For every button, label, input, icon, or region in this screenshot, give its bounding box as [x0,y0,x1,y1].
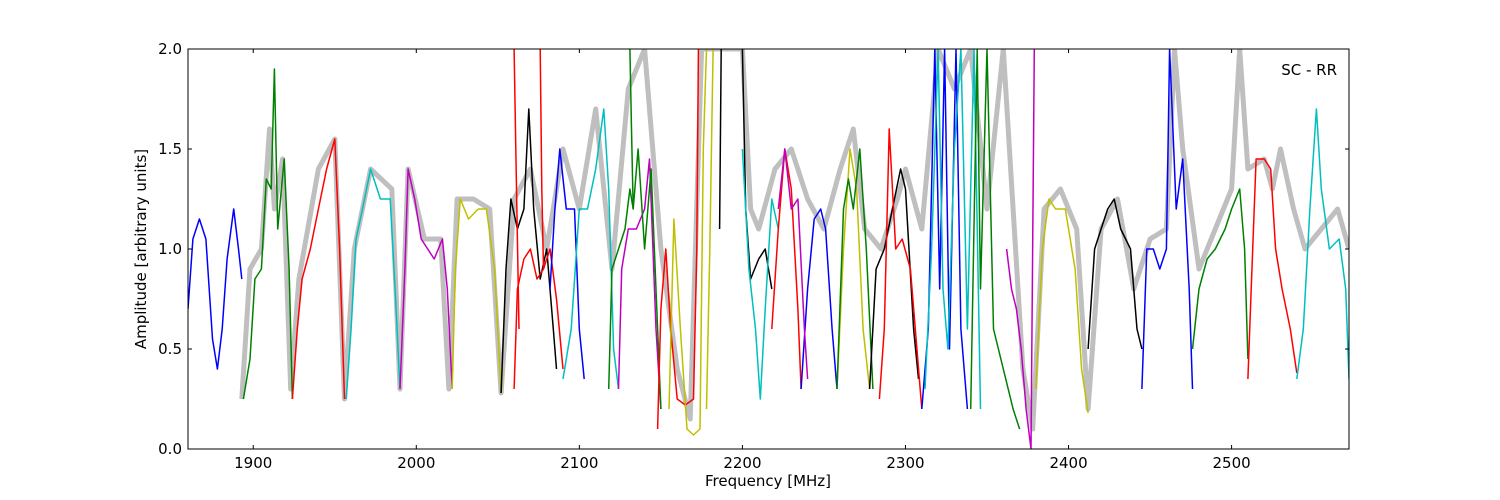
series-line-38 [1296,108,1349,380]
series-line-23 [800,208,838,390]
x-axis-label: Frequency [MHz] [705,472,831,490]
series-line-15 [629,49,634,210]
series-line-27 [868,168,920,390]
x-tick-label: 1900 [234,454,272,472]
series-line-34 [1087,198,1143,350]
series-line-7 [500,108,558,394]
series-line-30 [924,49,982,410]
series-line-16 [656,49,700,430]
series-line-13 [617,158,662,410]
series-line-17 [668,49,708,436]
series-line-36 [1191,188,1249,360]
series-line-28 [878,128,923,410]
x-tick-label: 2500 [1213,454,1251,472]
x-tick-label: 2200 [723,454,761,472]
series-line-5 [399,168,453,390]
annotation-label: SC - RR [1281,61,1337,79]
series-line-3 [291,138,346,400]
series-line-10 [539,49,545,270]
series-line-35 [1141,49,1194,390]
series-line-24 [777,148,809,380]
plot-area [188,49,1349,449]
series-line-8 [513,248,564,390]
y-axis-label: Amplitude [arbitrary units] [132,149,150,349]
series-line-20 [741,49,773,290]
y-tick-label: 1.5 [158,140,182,158]
y-tick-label: 0.5 [158,340,182,358]
series-line-21 [741,148,780,400]
y-tick-label: 1.0 [158,240,182,258]
series-line-6 [451,198,502,394]
series-line-31 [969,49,1021,430]
series-line-19 [718,49,722,230]
series-line-32 [1005,49,1036,449]
series-line-29 [921,49,969,410]
series-line-2 [242,68,294,400]
series-line-33 [1035,198,1089,414]
y-tick-label: 2.0 [158,40,182,58]
series-line-26 [836,148,874,390]
series-line-1 [188,208,243,370]
series-line-22 [771,148,802,390]
x-tick-label: 2000 [397,454,435,472]
x-tick-label: 2300 [886,454,924,472]
series-line-11 [549,148,585,380]
series-line-18 [705,49,714,410]
series-line-9 [513,49,520,330]
series-line-37 [1247,158,1298,380]
x-tick-label: 2100 [560,454,598,472]
x-tick-label: 2400 [1049,454,1087,472]
y-tick-label: 0.0 [158,440,182,458]
series-line-4 [345,168,401,400]
series-line-25 [836,148,871,390]
axis-ticks: 1900 2000 2100 2200 2300 2400 2500 0.0 0.5 1.0 1.5… [158,40,1349,472]
